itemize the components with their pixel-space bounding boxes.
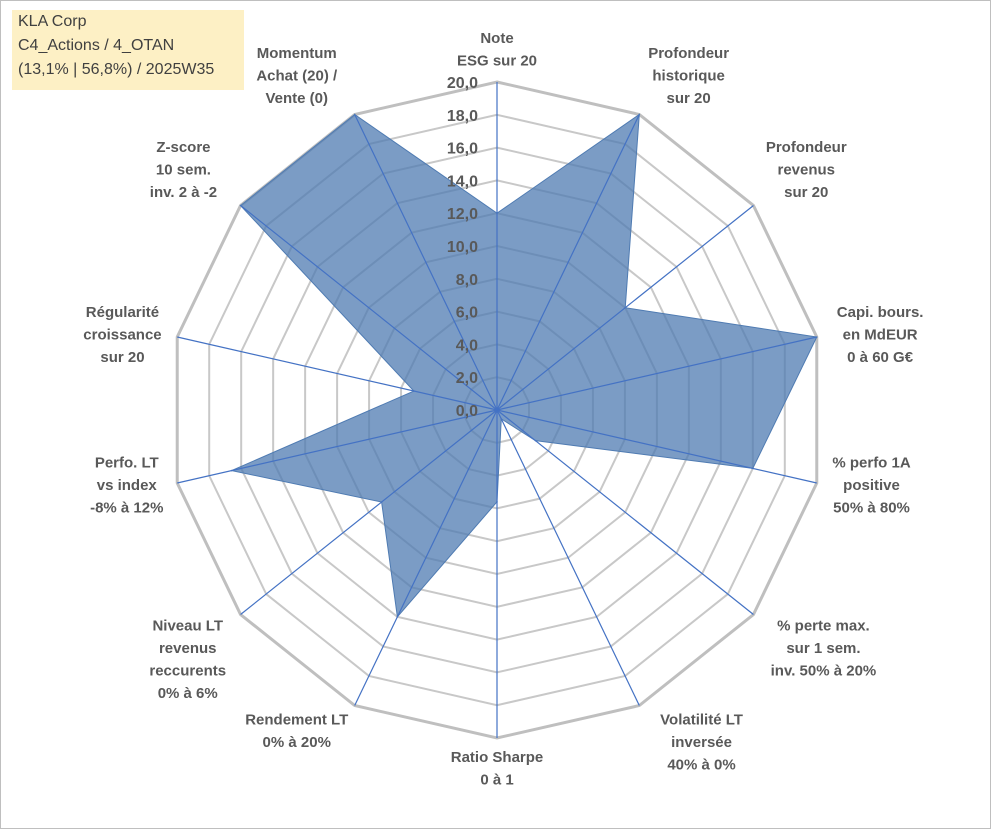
- axis-spoke: [496, 114, 640, 411]
- axis-label-line: 10 sem.: [156, 161, 211, 178]
- axis-spoke: [496, 336, 817, 411]
- axis-label-line: Régularité: [86, 304, 159, 321]
- axis-label: Volatilité LT inversée 40% à 0%: [660, 712, 743, 774]
- tick-label: 18,0: [447, 108, 478, 125]
- axis-label-line: 50% à 80%: [833, 499, 910, 516]
- axis-spoke: [240, 409, 498, 615]
- tick-label: 6,0: [456, 305, 478, 322]
- axis-label-line: ESG sur 20: [457, 53, 537, 70]
- axis-label-line: croissance: [83, 327, 161, 344]
- axis-label: % perfo 1A positive 50% à 80%: [832, 454, 911, 516]
- axis-label: Profondeur historique sur 20: [648, 45, 729, 107]
- tick-label: 12,0: [447, 206, 478, 223]
- axis-label: Niveau LT revenus reccurents 0% à 6%: [149, 618, 226, 703]
- axis-spoke: [177, 409, 498, 484]
- axis-label-line: revenus: [159, 640, 217, 657]
- tick-label: 10,0: [447, 239, 478, 256]
- axis-label-line: Profondeur: [766, 139, 847, 156]
- axis-spoke: [354, 114, 498, 411]
- axis-label: Capi. bours. en MdEUR 0 à 60 G€: [837, 304, 924, 366]
- axis-label-line: reccurents: [149, 663, 226, 680]
- tick-label: 4,0: [456, 337, 478, 354]
- axis-label-line: Capi. bours.: [837, 304, 924, 321]
- axis-label-line: Momentum: [257, 45, 337, 62]
- axis-spoke: [496, 409, 754, 615]
- tick-label: 16,0: [447, 141, 478, 158]
- axis-label-line: Note: [480, 30, 513, 47]
- axis-spoke: [177, 336, 498, 411]
- axis-label-line: 0% à 20%: [263, 734, 331, 751]
- axis-label-line: sur 20: [784, 184, 828, 201]
- axis-label-line: Profondeur: [648, 45, 729, 62]
- axis-label-line: historique: [652, 67, 725, 84]
- axis-label-line: inversée: [671, 734, 732, 751]
- axis-label-line: sur 1 sem.: [786, 640, 860, 657]
- axis-label-line: Rendement LT: [245, 712, 348, 729]
- company-name: KLA Corp: [18, 13, 87, 30]
- axis-label-line: Z-score: [156, 139, 210, 156]
- axis-label-line: Achat (20) /: [256, 67, 338, 84]
- axis-label-line: sur 20: [667, 90, 711, 107]
- axis-label-line: en MdEUR: [843, 327, 918, 344]
- axis-label: Rendement LT 0% à 20%: [245, 712, 348, 752]
- axis-spoke: [354, 409, 498, 706]
- tick-label: 20,0: [447, 75, 478, 92]
- tick-label: 0,0: [456, 403, 478, 420]
- axis-labels: Note ESG sur 20 Profondeur historique sur 20…: [83, 30, 923, 789]
- axis-label-line: positive: [843, 477, 900, 494]
- axis-spoke: [496, 409, 640, 706]
- axis-label: Note ESG sur 20: [457, 30, 537, 70]
- category-label: C4_Actions / 4_OTAN: [18, 37, 175, 54]
- axis-label-line: Niveau LT: [152, 618, 223, 635]
- axis-label-line: Perfo. LT: [95, 454, 159, 471]
- radar-spokes: [177, 82, 817, 738]
- axis-label: Profondeur revenus sur 20: [766, 139, 847, 201]
- info-box: KLA Corp C4_Actions / 4_OTAN (13,1% | 56…: [12, 10, 244, 90]
- axis-label-line: sur 20: [100, 349, 144, 366]
- axis-label-line: vs index: [97, 477, 158, 494]
- axis-label-line: Ratio Sharpe: [451, 749, 544, 766]
- axis-label: Perfo. LT vs index -8% à 12%: [90, 454, 163, 516]
- axis-label: Momentum Achat (20) / Vente (0): [256, 45, 338, 107]
- axis-label-line: % perfo 1A: [832, 454, 911, 471]
- axis-label-line: 0 à 60 G€: [847, 349, 914, 366]
- tick-label: 2,0: [456, 370, 478, 387]
- series-area: [229, 113, 818, 619]
- axis-spoke: [496, 409, 817, 484]
- axis-label: Z-score 10 sem. inv. 2 à -2: [150, 139, 217, 201]
- axis-label-line: 0% à 6%: [158, 685, 218, 702]
- radial-tick-labels: 0,0 2,0 4,0 6,0 8,0 10,0 12,0 14,0 16,0 18,0 20,0: [447, 75, 478, 420]
- axis-label: Régularité croissance sur 20: [83, 304, 161, 366]
- axis-label: % perte max. sur 1 sem. inv. 50% à 20%: [771, 618, 877, 680]
- axis-spoke: [496, 205, 754, 411]
- axis-label: Ratio Sharpe 0 à 1: [451, 749, 544, 789]
- axis-label-line: inv. 50% à 20%: [771, 663, 877, 680]
- tick-label: 8,0: [456, 272, 478, 289]
- tick-label: 14,0: [447, 173, 478, 190]
- radar-series: [229, 113, 818, 619]
- axis-label-line: 0 à 1: [480, 772, 513, 789]
- axis-label-line: Volatilité LT: [660, 712, 743, 729]
- axis-label-line: -8% à 12%: [90, 499, 163, 516]
- axis-spoke: [240, 205, 498, 411]
- axis-label-line: 40% à 0%: [667, 757, 735, 774]
- axis-label-line: Vente (0): [265, 90, 328, 107]
- axis-label-line: inv. 2 à -2: [150, 184, 217, 201]
- period-label: (13,1% | 56,8%) / 2025W35: [18, 61, 215, 78]
- axis-label-line: % perte max.: [777, 618, 870, 635]
- axis-label-line: revenus: [777, 161, 835, 178]
